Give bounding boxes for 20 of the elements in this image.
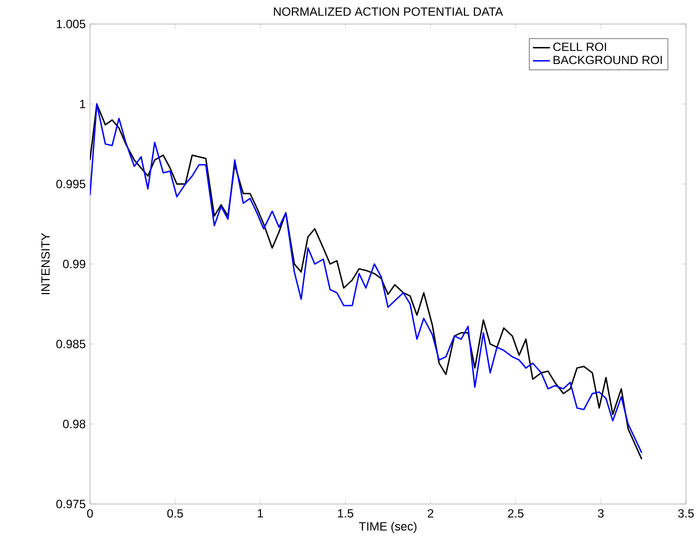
chart-title: NORMALIZED ACTION POTENTIAL DATA [274, 7, 504, 16]
y-tick-label: 0.99 [63, 260, 86, 268]
x-axis-title: TIME (sec) [359, 522, 416, 533]
legend-label: CELL ROI [553, 42, 606, 52]
y-tick-label: 1 [80, 100, 86, 108]
x-tick-label: 0.5 [167, 509, 183, 518]
y-tick-label: 0.995 [56, 180, 86, 188]
x-tick-label: 3.5 [678, 509, 694, 518]
x-tick-label: 3 [598, 509, 604, 518]
y-tick-label: 0.985 [56, 340, 86, 348]
y-tick-label: 1.005 [56, 20, 86, 28]
y-tick-label: 0.975 [56, 500, 86, 508]
x-tick-label: 1.5 [338, 509, 354, 518]
x-tick-label: 1 [258, 509, 264, 518]
y-axis-title: INTENSITY [41, 233, 50, 294]
x-tick-label: 2 [428, 509, 434, 518]
x-tick-label: 2.5 [508, 509, 524, 518]
x-tick-label: 0 [87, 509, 93, 518]
y-tick-label: 0.98 [63, 420, 86, 428]
legend-label: BACKGROUND ROI [554, 56, 662, 64]
